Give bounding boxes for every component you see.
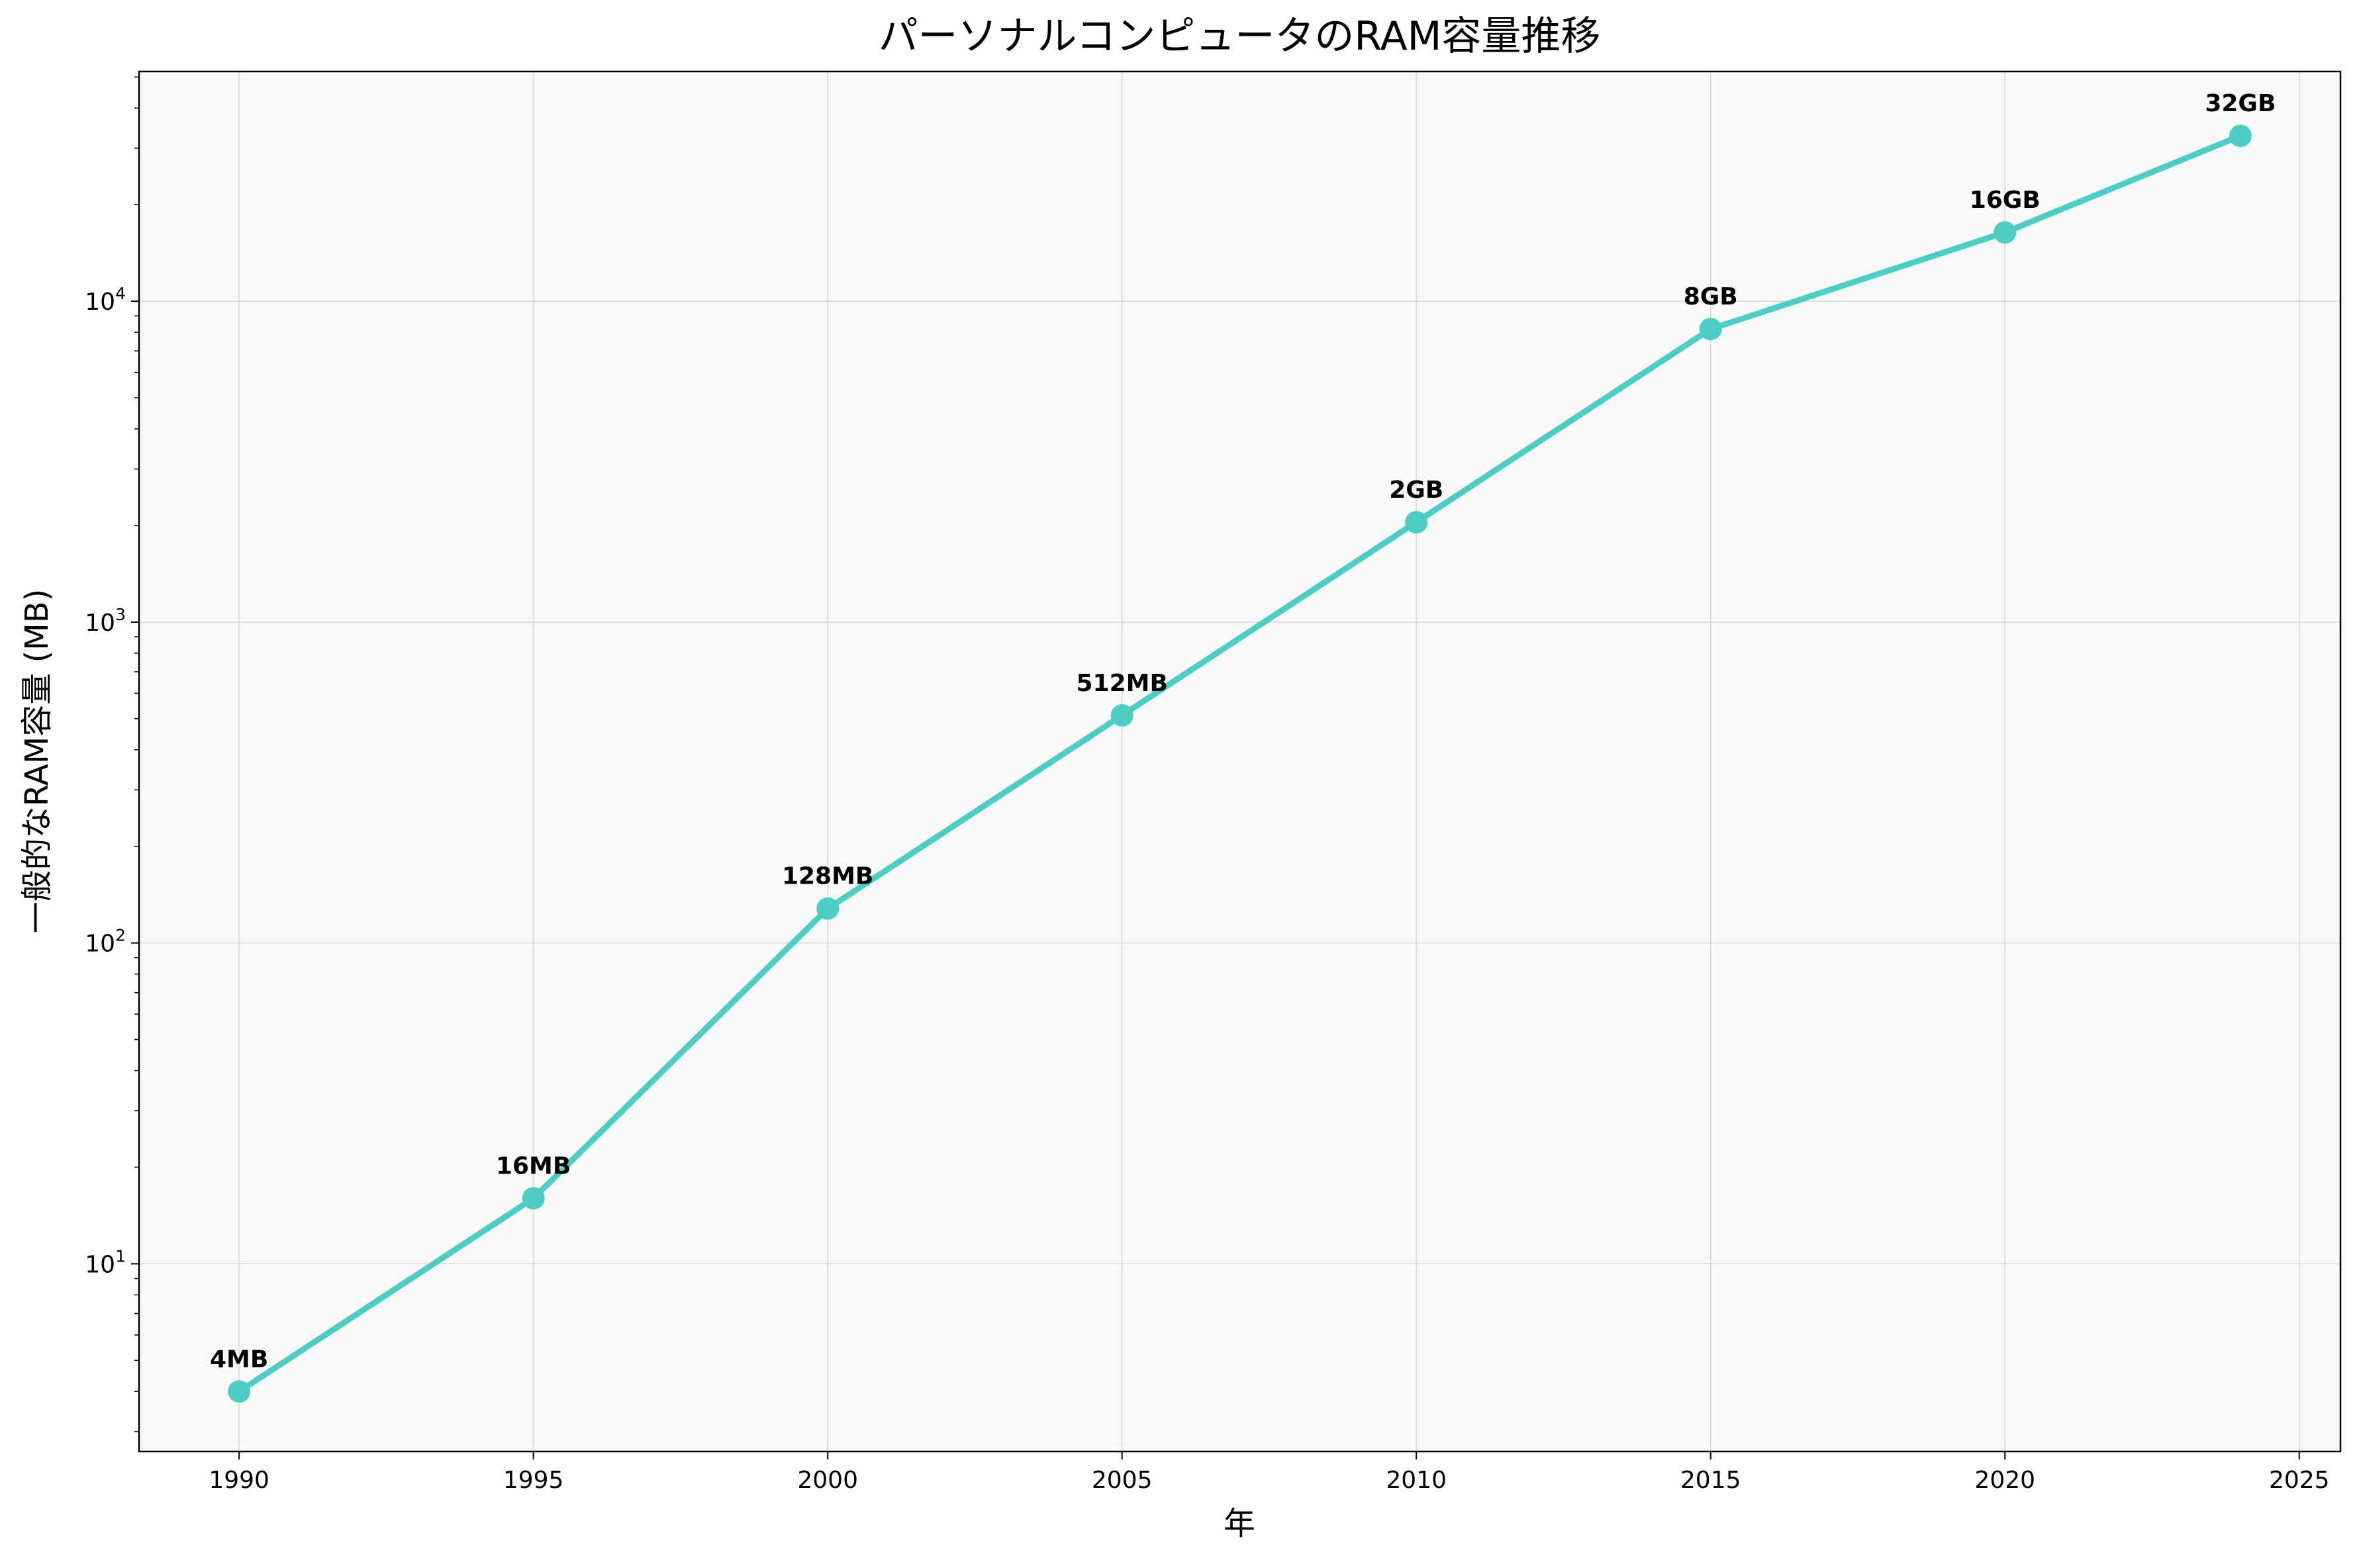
x-tick-label: 2025 <box>2269 1467 2330 1494</box>
x-tick-label: 1995 <box>503 1467 564 1494</box>
x-tick-label: 2015 <box>1680 1467 1741 1494</box>
data-point <box>816 897 840 920</box>
y-tick-label: 102 <box>85 926 126 958</box>
data-point <box>1699 318 1722 341</box>
data-label: 32GB <box>2205 90 2276 117</box>
x-tick-label: 2010 <box>1386 1467 1447 1494</box>
chart-title: パーソナルコンピュータのRAM容量推移 <box>879 13 1601 60</box>
data-label: 512MB <box>1076 670 1167 697</box>
y-tick-label: 103 <box>85 605 126 637</box>
y-tick-label: 101 <box>85 1246 126 1278</box>
data-label: 4MB <box>210 1346 268 1373</box>
y-axis-label: 一般的なRAM容量 (MB) <box>19 589 56 934</box>
data-label: 2GB <box>1389 477 1443 504</box>
x-tick-label: 2020 <box>1974 1467 2035 1494</box>
data-point <box>522 1187 545 1210</box>
data-point <box>1110 704 1133 727</box>
axes: 1990 1995 2000 2005 2010 2015 2020 2025 101 102 10… <box>85 284 2329 1494</box>
x-tick-label: 2000 <box>797 1467 858 1494</box>
data-label: 128MB <box>782 863 873 890</box>
plot-frame <box>138 70 2342 1453</box>
x-tick-label: 1990 <box>209 1467 269 1494</box>
data-point <box>2229 124 2252 148</box>
x-tick-label: 2005 <box>1092 1467 1153 1494</box>
data-point <box>228 1380 251 1403</box>
data-label: 16MB <box>496 1152 571 1179</box>
grid <box>139 71 2340 1452</box>
y-tick-label: 104 <box>85 284 126 316</box>
data-label: 16GB <box>1970 187 2041 214</box>
x-axis-label: 年 <box>1224 1505 1255 1542</box>
data-point <box>1405 510 1428 533</box>
series-line <box>236 132 2244 1395</box>
data-label: 8GB <box>1684 283 1738 310</box>
data-point <box>1994 221 2017 244</box>
plot-area <box>139 71 2340 1452</box>
series: 4MB 16MB 128MB 512MB 2GB 8GB 16GB 32GB <box>210 90 2276 1403</box>
